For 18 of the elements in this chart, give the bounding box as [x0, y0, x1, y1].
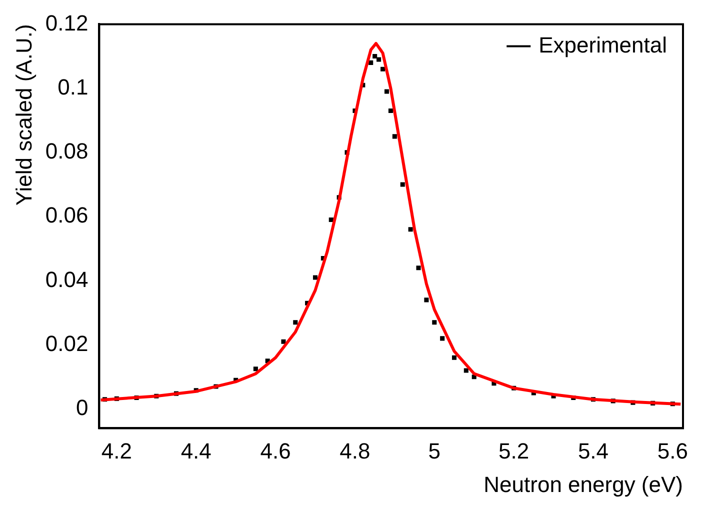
y-tick-label: 0: [76, 395, 88, 420]
legend-label: Experimental: [538, 32, 667, 58]
y-tick-label: 0.06: [45, 202, 88, 228]
x-tick-label: 4.8: [340, 438, 370, 464]
y-axis-title: Yield scaled (A.U.): [11, 24, 36, 206]
y-tick-label: 0.02: [45, 330, 88, 356]
x-tick-label: 4.4: [180, 438, 212, 464]
y-tick-label: 0.08: [45, 138, 88, 164]
x-tick-label: 5: [428, 438, 441, 464]
x-tick-label: 5.6: [657, 438, 688, 464]
x-tick-label: 4.6: [260, 438, 291, 464]
x-tick-label: 5.2: [498, 438, 530, 464]
x-axis-title: Neutron energy (eV): [484, 472, 683, 497]
x-tick-label: 5.4: [578, 438, 609, 464]
y-tick-label: 0.12: [45, 10, 88, 36]
y-tick-label: 0.1: [58, 74, 88, 100]
x-tick-label: 4.2: [101, 438, 132, 464]
y-tick-label: 0.04: [45, 266, 88, 292]
